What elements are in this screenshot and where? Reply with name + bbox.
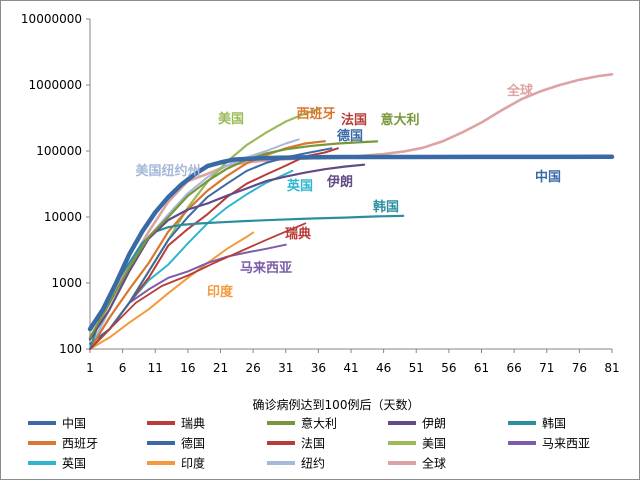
x-tick-label: 46 bbox=[376, 361, 391, 375]
series-line-1 bbox=[89, 222, 307, 350]
x-tick-label: 31 bbox=[278, 361, 293, 375]
legend-label-13: 全球 bbox=[422, 456, 446, 471]
series-annotation-8: 美国 bbox=[218, 111, 244, 127]
series-line-2 bbox=[88, 140, 379, 339]
series-line-3 bbox=[88, 163, 366, 341]
legend-label-9: 马来西亚 bbox=[542, 437, 590, 451]
x-tick-label: 81 bbox=[604, 361, 619, 375]
x-tick-label: 1 bbox=[86, 361, 94, 375]
series-annotation-11: 印度 bbox=[207, 284, 234, 300]
series-annotation-7: 法国 bbox=[341, 112, 367, 128]
x-axis-title: 确诊病例达到100例后（天数） bbox=[253, 397, 420, 412]
series-line-11 bbox=[89, 231, 255, 350]
series-line-0 bbox=[87, 154, 615, 332]
x-tick-label: 61 bbox=[474, 361, 489, 375]
y-tick-label: 100 bbox=[59, 342, 82, 356]
x-tick-label: 11 bbox=[148, 361, 163, 375]
series-annotation-1: 瑞典 bbox=[285, 226, 311, 242]
series-annotation-13: 全球 bbox=[506, 83, 534, 99]
series-annotation-4: 韩国 bbox=[373, 199, 399, 215]
legend-label-8: 美国 bbox=[422, 437, 446, 451]
legend-label-0: 中国 bbox=[62, 416, 86, 431]
series-annotation-10: 英国 bbox=[286, 178, 313, 194]
legend-label-2: 意大利 bbox=[301, 416, 337, 431]
x-tick-label: 16 bbox=[180, 361, 195, 375]
legend-label-11: 印度 bbox=[181, 456, 205, 471]
x-tick-label: 66 bbox=[506, 361, 521, 375]
series-annotation-3: 伊朗 bbox=[326, 174, 353, 190]
y-tick-label: 100000 bbox=[36, 144, 82, 158]
series-annotation-12: 美国纽约州 bbox=[135, 163, 200, 179]
x-tick-label: 76 bbox=[572, 361, 587, 375]
series-line-10 bbox=[89, 169, 294, 350]
legend-label-5: 西班牙 bbox=[62, 437, 98, 451]
y-tick-label: 1000000 bbox=[29, 78, 82, 92]
legend-label-6: 德国 bbox=[181, 436, 205, 451]
x-tick-label: 36 bbox=[311, 361, 326, 375]
series-annotation-9: 马来西亚 bbox=[240, 260, 292, 276]
series-lines bbox=[87, 73, 615, 351]
series-annotation-2: 意大利 bbox=[380, 112, 419, 128]
x-tick-label: 26 bbox=[245, 361, 260, 375]
legend-label-1: 瑞典 bbox=[181, 417, 205, 431]
y-tick-label: 1000 bbox=[51, 276, 82, 290]
x-tick-label: 6 bbox=[119, 361, 127, 375]
legend-label-7: 法国 bbox=[301, 437, 325, 451]
legend-label-12: 纽约 bbox=[301, 456, 325, 471]
legend-label-10: 英国 bbox=[62, 457, 86, 471]
y-tick-label: 10000 bbox=[44, 210, 82, 224]
x-tick-label: 51 bbox=[409, 361, 424, 375]
series-annotation-6: 德国 bbox=[337, 128, 363, 144]
x-tick-label: 41 bbox=[343, 361, 358, 375]
x-tick-label: 71 bbox=[539, 361, 554, 375]
x-tick-label: 21 bbox=[213, 361, 228, 375]
series-annotation-5: 西班牙 bbox=[296, 106, 335, 122]
series-annotation-0: 中国 bbox=[535, 169, 561, 185]
legend-label-3: 伊朗 bbox=[422, 417, 446, 431]
y-tick-label: 10000000 bbox=[21, 12, 82, 26]
x-tick-label: 56 bbox=[441, 361, 456, 375]
legend-label-4: 韩国 bbox=[542, 416, 566, 431]
